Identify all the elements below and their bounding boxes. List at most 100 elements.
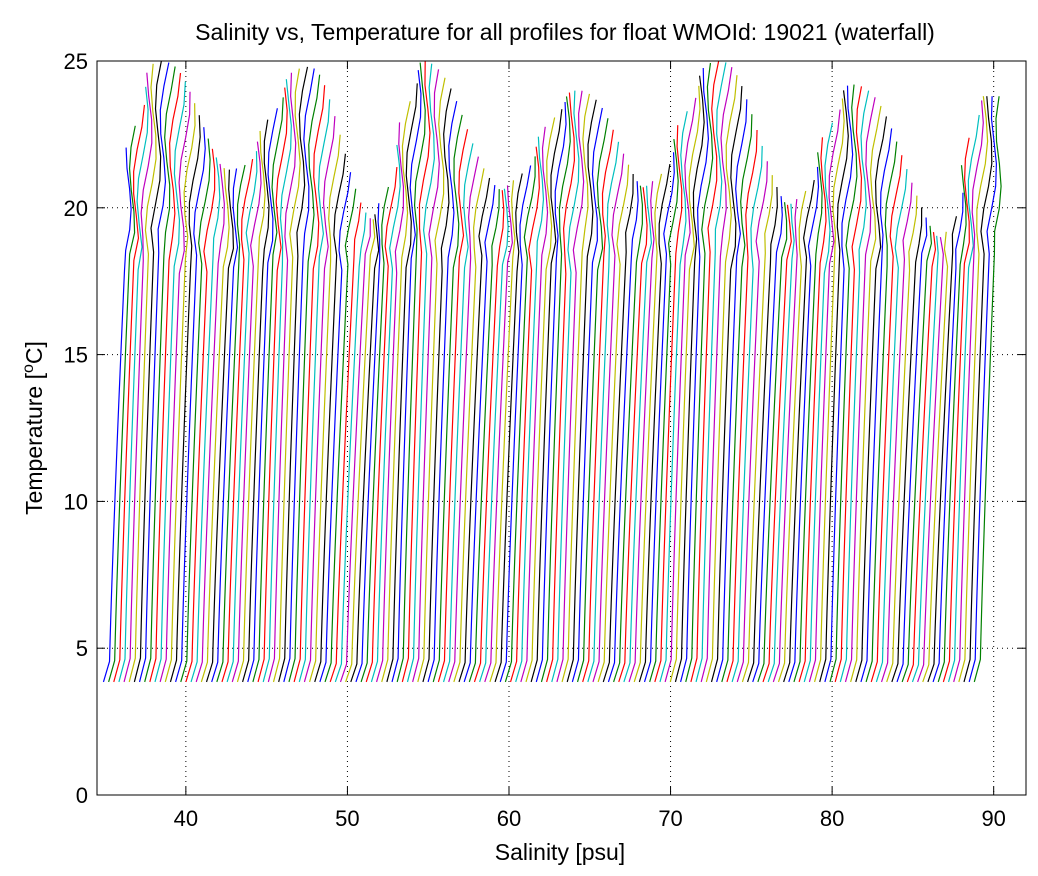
profile-line [226, 151, 258, 683]
profile-line [834, 86, 863, 683]
profile-line [473, 190, 505, 683]
y-tick-label: 15 [64, 343, 88, 368]
profile-line [458, 177, 491, 683]
profile-line [654, 125, 683, 683]
profile-line [247, 108, 278, 683]
profile-line [829, 84, 858, 683]
profile-line [133, 60, 162, 683]
profile-line [432, 114, 463, 683]
profile-line [716, 99, 748, 683]
profile-line [113, 104, 146, 683]
profile-line [813, 98, 845, 683]
profile-line [303, 116, 336, 683]
profile-line [772, 199, 798, 683]
profile-line [685, 62, 714, 683]
profile-line [329, 202, 362, 683]
profile-line [278, 66, 309, 683]
profile-line [628, 181, 655, 683]
profile-line [613, 185, 643, 683]
y-axis-label-superscript: o [20, 364, 37, 373]
profile-line [875, 169, 908, 683]
profile-line [494, 173, 523, 683]
profile-line [721, 114, 753, 683]
profile-line [803, 122, 834, 683]
profile-line [602, 174, 634, 683]
x-tick-label: 70 [658, 806, 682, 831]
axis-ticks: 40 50 60 70 80 90 0 5 10 15 20 25 [64, 49, 1026, 831]
profile-line [746, 186, 778, 683]
profile-line [958, 96, 989, 683]
profile-line [942, 137, 970, 683]
profile-line [231, 141, 262, 683]
profile-line [937, 165, 967, 683]
profile-line [587, 141, 620, 683]
profile-line [195, 163, 225, 683]
profile-line [319, 172, 352, 683]
profile-line [257, 87, 288, 683]
profile-line [556, 90, 585, 683]
profile-line [561, 93, 591, 683]
profile-line [252, 97, 284, 683]
x-axis-label: Salinity [psu] [495, 839, 625, 865]
profile-line [566, 99, 597, 683]
profile-line [365, 167, 398, 683]
profile-line [169, 115, 201, 683]
profile-line [865, 141, 898, 683]
y-tick-label: 0 [76, 783, 88, 808]
profile-line [381, 101, 411, 683]
profile-line [489, 180, 516, 683]
y-axis-label-main: Temperature [ [21, 372, 47, 515]
profile-line [242, 119, 270, 683]
profile-line [705, 75, 738, 683]
profile-line [509, 146, 540, 683]
profile-line [180, 138, 211, 683]
profile-line [700, 67, 733, 683]
profile-line [757, 202, 788, 683]
profile-line [422, 88, 452, 683]
profile-line [324, 188, 357, 683]
profile-line [530, 109, 563, 683]
profile-line [664, 97, 697, 683]
profile-line [479, 188, 509, 683]
profile-line [267, 72, 297, 683]
profile-line [339, 218, 371, 683]
profile-line [154, 81, 186, 683]
profile-line [741, 175, 773, 683]
profile-line [144, 66, 176, 683]
profile-line [855, 116, 888, 683]
profile-line [659, 111, 688, 683]
profile-line [922, 231, 949, 683]
profile-line [535, 101, 567, 683]
profile-line [731, 145, 763, 683]
profile-line [520, 126, 549, 683]
y-tick-label: 20 [64, 196, 88, 221]
profile-line [350, 214, 380, 683]
profile-line [262, 79, 292, 683]
profile-line [334, 212, 367, 683]
profile-line [767, 203, 795, 683]
profile-line [396, 62, 426, 683]
profile-line [463, 184, 496, 683]
profile-line [355, 203, 381, 683]
profile-line [164, 103, 196, 683]
profile-line [515, 136, 545, 683]
x-tick-label: 90 [981, 806, 1005, 831]
x-tick-label: 50 [335, 806, 359, 831]
profile-line [618, 187, 648, 683]
profile-line [886, 195, 918, 683]
profile-line [891, 207, 923, 683]
profile-line [917, 237, 944, 683]
profile-line [927, 216, 958, 683]
profile-line [808, 109, 841, 683]
profile-line [576, 118, 609, 683]
profile-line [216, 164, 246, 683]
profile-line [582, 129, 614, 683]
profile-line [149, 72, 182, 683]
profile-line [272, 68, 301, 683]
profile-line [442, 143, 474, 683]
profile-line [850, 105, 882, 683]
profile-line [468, 189, 500, 683]
profile-line [963, 96, 993, 683]
profile-line [484, 185, 513, 683]
